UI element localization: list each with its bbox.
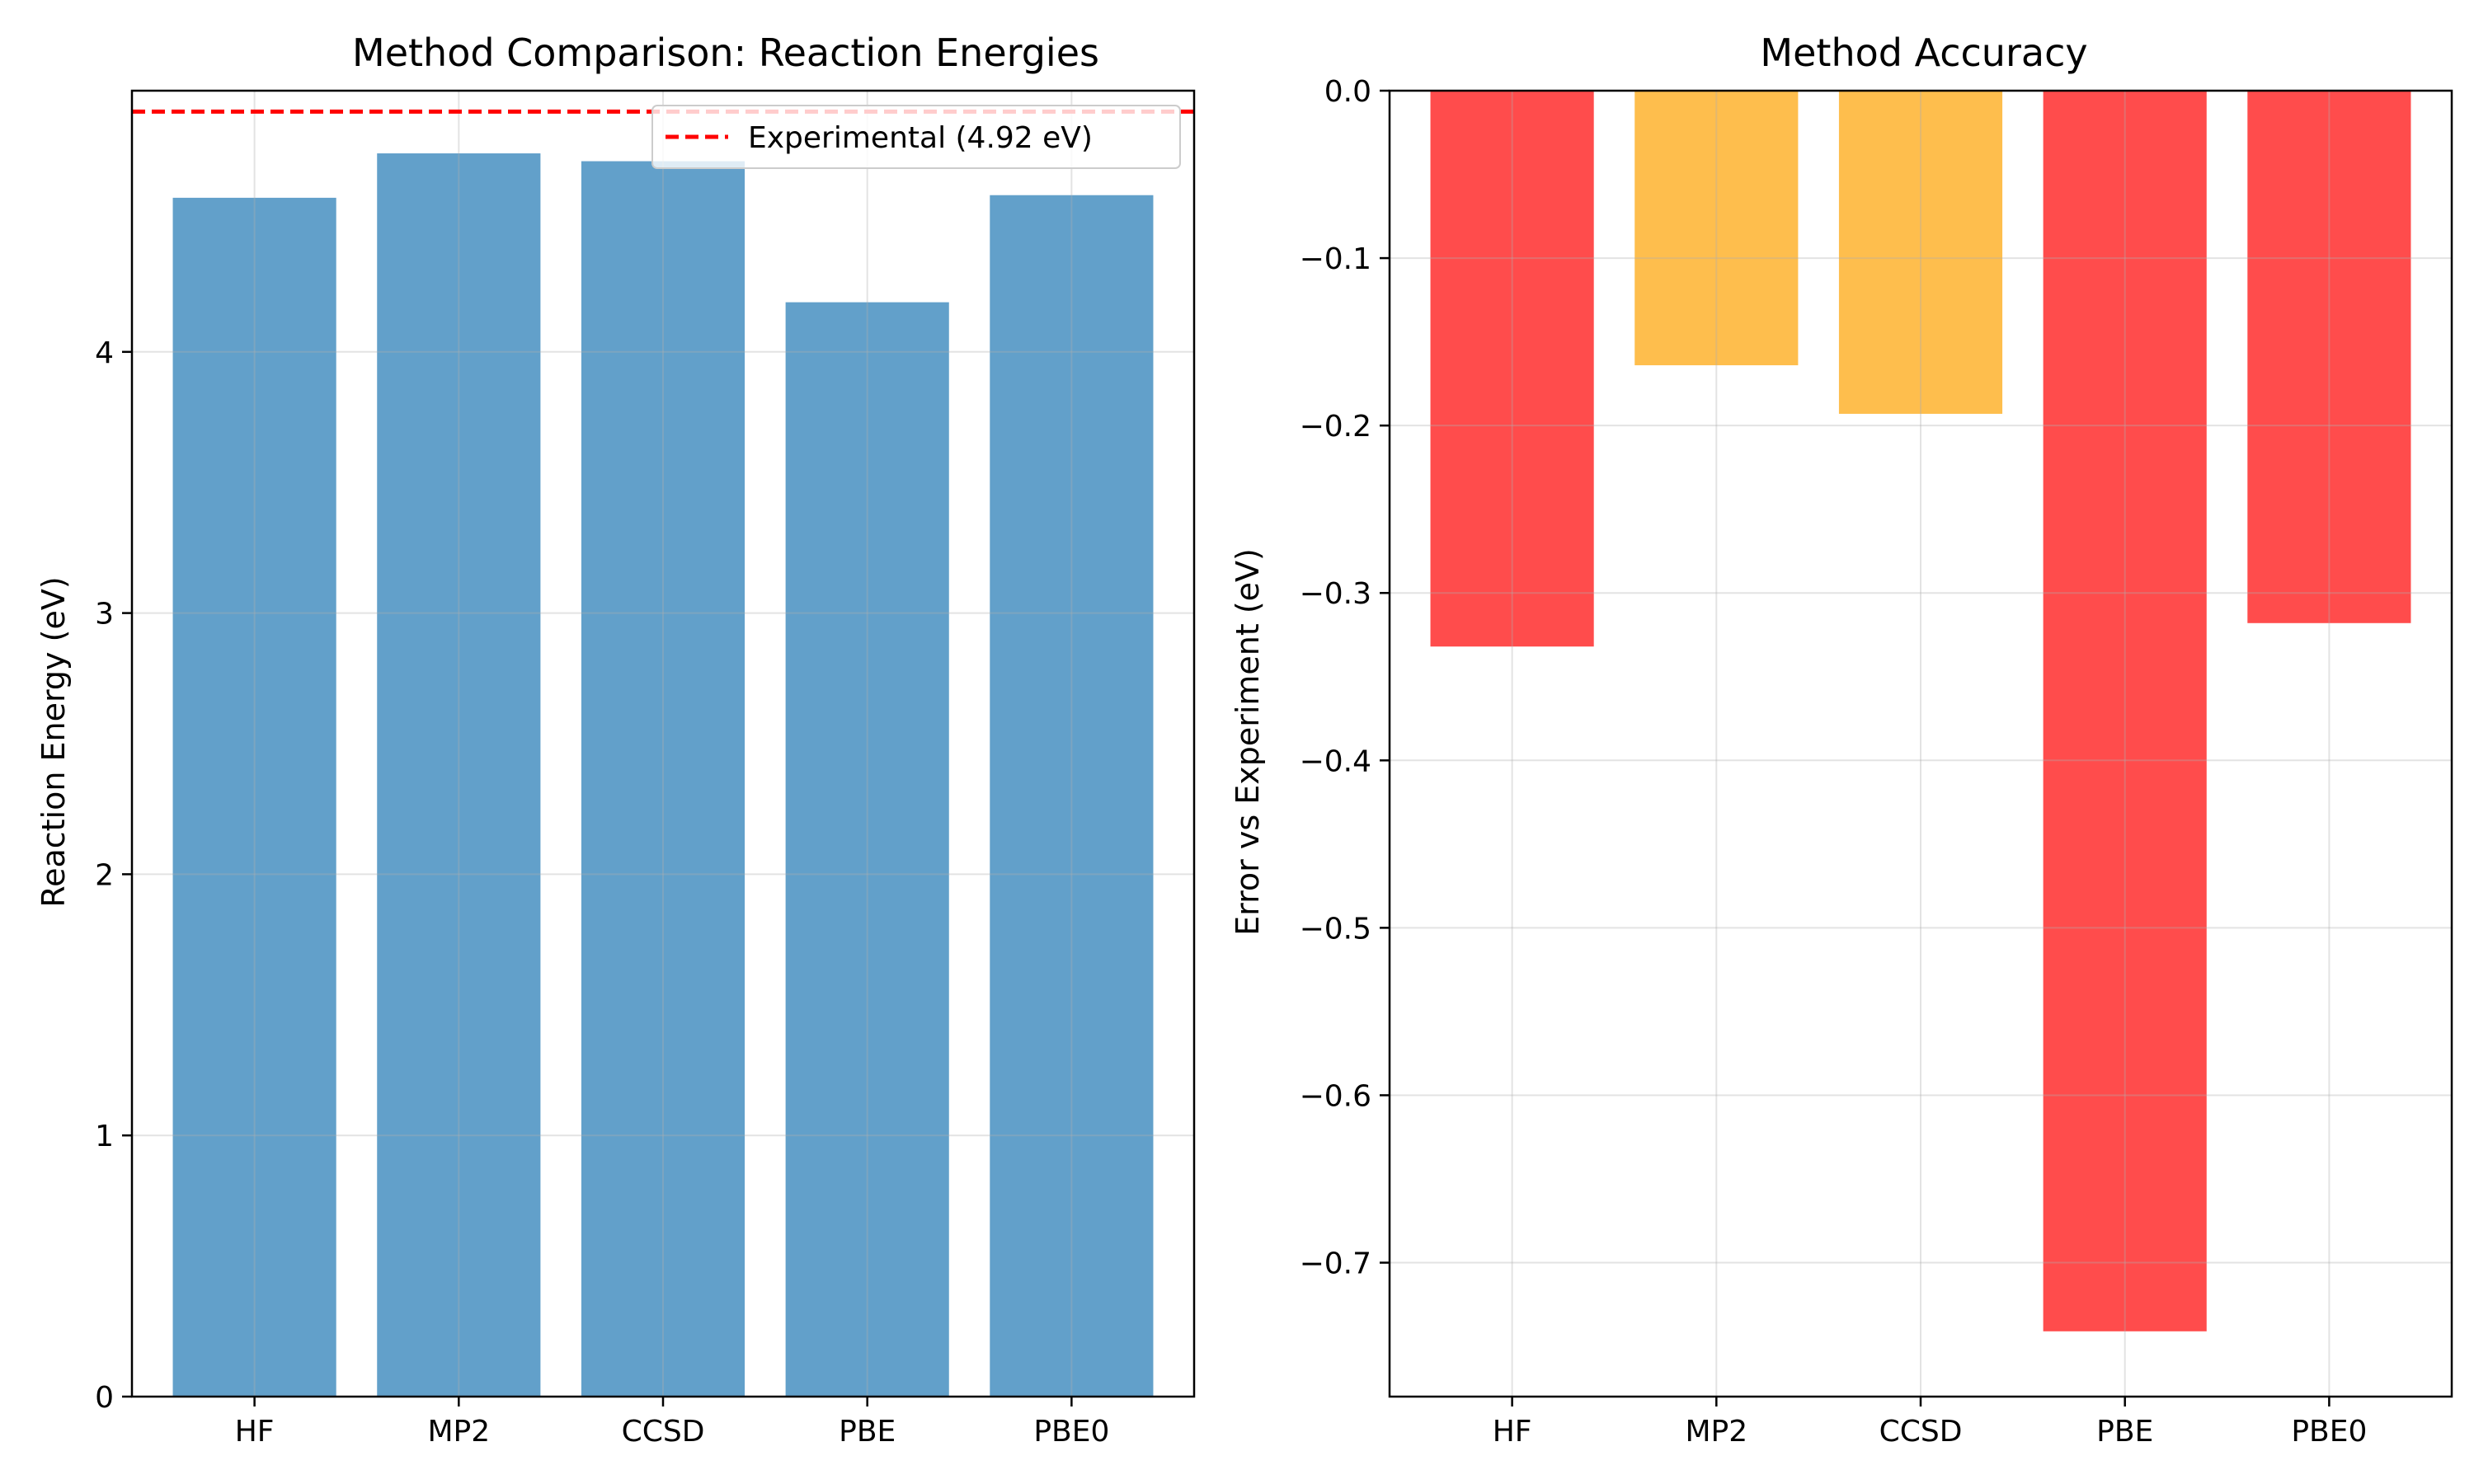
y-tick-label: −0.2	[1300, 410, 1371, 444]
chart1-legend: Experimental (4.92 eV)	[651, 105, 1181, 169]
chart1-bars	[172, 153, 1154, 1397]
y-tick-label: 0.0	[1324, 75, 1371, 109]
y-tick-label: −0.4	[1300, 744, 1371, 778]
chart-reaction-energies: Method Comparison: Reaction Energies Rea…	[35, 31, 1196, 1449]
x-tick-label: PBE0	[2291, 1415, 2367, 1449]
chart-method-accuracy: Method Accuracy Error vs Experiment (eV)…	[1230, 31, 2453, 1449]
x-tick-label: CCSD	[1879, 1415, 1963, 1449]
chart2-y-axis-label: Error vs Experiment (eV)	[1230, 548, 1266, 936]
y-tick-label: −0.7	[1300, 1247, 1371, 1281]
y-tick-label: 0	[95, 1381, 114, 1415]
bar-mp2	[377, 153, 541, 1397]
x-tick-label: MP2	[427, 1415, 490, 1449]
x-tick-label: PBE0	[1033, 1415, 1109, 1449]
bar-hf	[172, 197, 336, 1397]
y-tick-label: −0.5	[1300, 912, 1371, 946]
bar-pbe	[785, 302, 949, 1397]
chart2-y-ticks: 0.0 −0.1 −0.2 −0.3 −0.4 −0.5 −0.6 −0.7	[1300, 75, 1390, 1281]
y-tick-label: 4	[95, 336, 114, 370]
chart1-y-ticks: 0 1 2 3 4	[95, 336, 132, 1415]
chart2-title: Method Accuracy	[1760, 31, 2087, 75]
bar-pbe0	[990, 195, 1154, 1397]
x-tick-label: PBE	[839, 1415, 896, 1449]
bar-mp2	[1634, 91, 1799, 366]
bar-ccsd	[581, 161, 745, 1397]
x-tick-label: CCSD	[622, 1415, 705, 1449]
bar-pbe	[2043, 91, 2207, 1331]
y-tick-label: 2	[95, 858, 114, 892]
x-tick-label: HF	[1493, 1415, 1532, 1449]
chart1-x-ticks: HF MP2 CCSD PBE PBE0	[235, 1397, 1109, 1449]
chart2-bars	[1430, 91, 2411, 1331]
chart1-y-axis-label: Reaction Energy (eV)	[35, 576, 72, 907]
y-tick-label: −0.1	[1300, 242, 1371, 276]
y-tick-label: 3	[95, 598, 114, 632]
y-tick-label: −0.6	[1300, 1079, 1371, 1113]
bar-pbe0	[2247, 91, 2411, 623]
chart1-title: Method Comparison: Reaction Energies	[352, 31, 1099, 75]
x-tick-label: HF	[235, 1415, 275, 1449]
bar-ccsd	[1838, 91, 2003, 414]
x-tick-label: MP2	[1685, 1415, 1747, 1449]
y-tick-label: 1	[95, 1120, 114, 1153]
chart2-x-ticks: HF MP2 CCSD PBE PBE0	[1493, 1397, 2367, 1449]
bar-hf	[1430, 91, 1594, 647]
y-tick-label: −0.3	[1300, 577, 1371, 611]
legend-box	[651, 105, 1181, 169]
x-tick-label: PBE	[2096, 1415, 2153, 1449]
legend-entry: Experimental (4.92 eV)	[748, 121, 1093, 155]
